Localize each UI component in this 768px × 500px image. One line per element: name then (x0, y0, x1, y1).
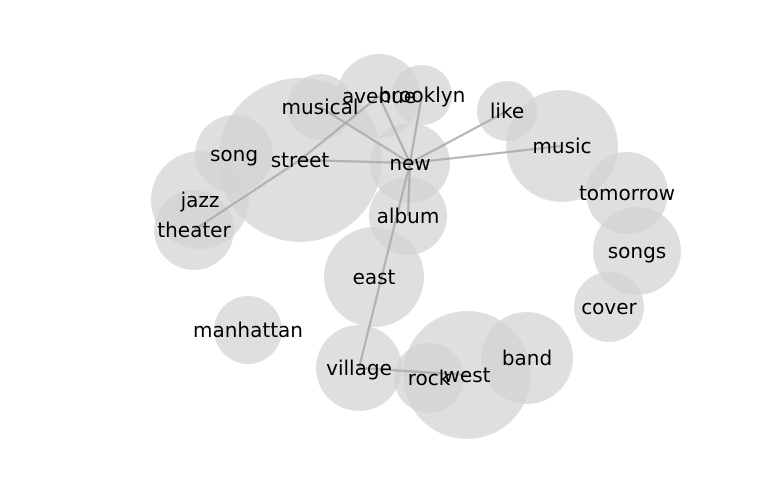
word-label-avenue: avenue (342, 84, 416, 108)
word-label-new: new (389, 151, 430, 175)
word-label-songs: songs (608, 239, 666, 263)
bubble-rock (394, 343, 464, 413)
edge-street-avenue (299, 95, 380, 161)
edge-new-album (406, 162, 412, 217)
word-label-east: east (353, 265, 396, 289)
word-label-band: band (502, 346, 552, 370)
word-label-like: like (490, 99, 524, 123)
word-label-west: west (444, 363, 491, 387)
word-label-cover: cover (581, 295, 637, 319)
word-label-album: album (377, 204, 440, 228)
word-label-jazz: jazz (180, 188, 220, 212)
edge-village-west (358, 366, 468, 377)
labels-layer: street west music east jazz band songs village a… (157, 83, 675, 390)
word-label-tomorrow: tomorrow (579, 181, 675, 205)
bubble-cover (574, 272, 644, 342)
word-label-rock: rock (408, 366, 451, 390)
word-label-street: street (271, 148, 330, 172)
edge-street-theater (193, 159, 301, 231)
edge-new-avenue (378, 95, 411, 164)
word-label-village: village (326, 356, 392, 380)
edge-new-brooklyn (408, 94, 424, 164)
edge-new-music (409, 144, 563, 165)
edge-new-village (357, 162, 412, 369)
edge-new-street (299, 158, 411, 165)
bubble-band (481, 312, 573, 404)
bubble-song (195, 115, 273, 193)
edge-new-like (409, 110, 508, 164)
word-label-music: music (532, 134, 591, 158)
bubble-tomorrow (586, 152, 668, 234)
bubble-manhattan (214, 296, 282, 364)
word-label-musical: musical (282, 95, 359, 119)
word-label-manhattan: manhattan (193, 318, 303, 342)
word-label-brooklyn: brooklyn (379, 83, 466, 107)
edge-new-musical (319, 106, 411, 164)
word-label-theater: theater (157, 218, 231, 242)
word-label-song: song (210, 142, 258, 166)
edges-layer (193, 94, 563, 377)
